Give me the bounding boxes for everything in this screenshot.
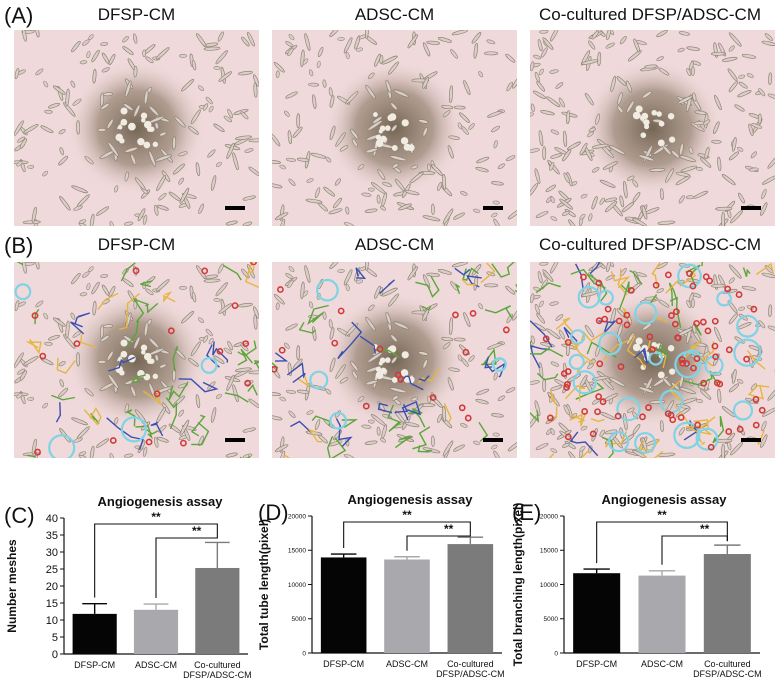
chart-e-significance-bracket — [596, 521, 728, 564]
chart-c-y-tick-label: 30 — [46, 547, 58, 559]
chart-d-y-tick-label: 0 — [302, 650, 306, 657]
panel-letter-a: (A) — [4, 3, 34, 28]
panel-a-title-adsc: ADSC-CM — [354, 5, 435, 24]
chart-e-y-tick-label: 10000 — [540, 582, 558, 589]
chart-c-bar — [133, 609, 179, 654]
chart-d-x-tick-label: Co-cultured DFSP/ADSC-CM — [436, 659, 505, 679]
chart-e-significance-label: ** — [657, 508, 667, 522]
chart-c-x-tick-label: ADSC-CM — [135, 660, 177, 670]
chart-e-y-tick-label: 20000 — [540, 513, 558, 520]
panel-b-title-adsc: ADSC-CM — [354, 235, 435, 254]
chart-c-y-tick-label: 10 — [46, 615, 58, 627]
micrograph-b-dfsp — [14, 262, 259, 458]
micrograph-a-adsc — [272, 30, 517, 226]
chart-e-significance-bracket — [661, 535, 728, 565]
chart-d: (D) Angiogenesis assay 0 5000 10000 15000 2000… — [257, 492, 505, 679]
chart-d-title: Angiogenesis assay — [348, 492, 474, 507]
micrograph-a-cocultured — [530, 30, 775, 226]
micrograph-b-cocultured — [530, 262, 775, 458]
chart-c-y-tick-label: 35 — [46, 530, 58, 542]
chart-d-significance-bracket — [406, 533, 471, 551]
chart-e-significance-label: ** — [700, 522, 710, 536]
panel-a-title-cocultured: Co-cultured DFSP/ADSC-CM — [539, 5, 761, 24]
chart-e-bar — [573, 573, 621, 653]
chart-e-y-label: Total branching length(pixel) — [511, 503, 525, 667]
chart-e-y-tick-label: 0 — [554, 650, 558, 657]
chart-e-x-tick-label: ADSC-CM — [641, 659, 683, 669]
chart-d-significance-bracket — [343, 521, 471, 549]
chart-e-y-tick-label: 5000 — [544, 616, 559, 623]
panel-a-title-dfsp: DFSP-CM — [97, 5, 176, 24]
panel-b-title-dfsp: DFSP-CM — [97, 235, 176, 254]
chart-d-y-label: Total tube length(pixel) — [257, 519, 271, 650]
chart-e-bar — [703, 554, 751, 653]
chart-c-x-tick-label: DFSP-CM — [74, 660, 115, 670]
chart-e: (E) Angiogenesis assay 0 5000 10000 15000 2000… — [511, 492, 762, 679]
panel-letter-b: (B) — [4, 233, 34, 258]
chart-c-y-tick-label: 0 — [52, 649, 58, 661]
chart-c-y-tick-label: 15 — [46, 598, 58, 610]
chart-d-bar — [320, 557, 367, 653]
chart-c-x-tick-label: Co-cultured DFSP/ADSC-CM — [183, 660, 252, 680]
chart-c-title: Angiogenesis assay — [98, 494, 224, 509]
chart-d-x-tick-label: DFSP-CM — [323, 659, 364, 669]
chart-d-y-tick-label: 10000 — [288, 582, 306, 589]
chart-c-y-tick-label: 40 — [46, 513, 58, 525]
chart-c-y-tick-label: 25 — [46, 564, 58, 576]
micrograph-b-adsc — [272, 262, 517, 458]
chart-e-x-tick-label: DFSP-CM — [576, 659, 617, 669]
chart-d-x-tick-label: ADSC-CM — [386, 659, 428, 669]
chart-d-bar — [447, 544, 494, 653]
chart-d-bar — [384, 559, 430, 653]
chart-c-significance-label: ** — [151, 510, 161, 524]
panel-letter-d: (D) — [258, 500, 289, 525]
chart-c-bar — [72, 613, 117, 654]
chart-c-y-tick-label: 20 — [46, 581, 58, 593]
chart-c-significance-bracket — [94, 523, 218, 598]
chart-d-y-tick-label: 5000 — [292, 616, 307, 623]
chart-d-y-tick-label: 15000 — [288, 548, 306, 555]
chart-c-y-label: Number meshes — [5, 539, 19, 633]
chart-e-title: Angiogenesis assay — [602, 492, 728, 507]
panel-letter-e: (E) — [512, 500, 541, 525]
chart-c-bar — [195, 567, 240, 654]
chart-c-significance-bracket — [155, 537, 218, 599]
panel-b-title-cocultured: Co-cultured DFSP/ADSC-CM — [539, 235, 761, 254]
chart-d-significance-label: ** — [402, 508, 412, 522]
chart-e-y-tick-label: 15000 — [540, 548, 558, 555]
panel-letter-c: (C) — [4, 503, 35, 528]
chart-d-significance-label: ** — [444, 522, 454, 536]
micrograph-a-dfsp — [14, 30, 259, 226]
chart-c: (C) Angiogenesis assay 0 5 10 15 20 25 30 35 40 Num… — [4, 494, 252, 680]
chart-e-bar — [638, 575, 686, 653]
chart-c-y-tick-label: 5 — [52, 632, 58, 644]
chart-e-x-tick-label: Co-cultured DFSP/ADSC-CM — [693, 659, 762, 679]
chart-d-y-tick-label: 20000 — [288, 513, 306, 520]
chart-c-significance-label: ** — [192, 524, 202, 538]
